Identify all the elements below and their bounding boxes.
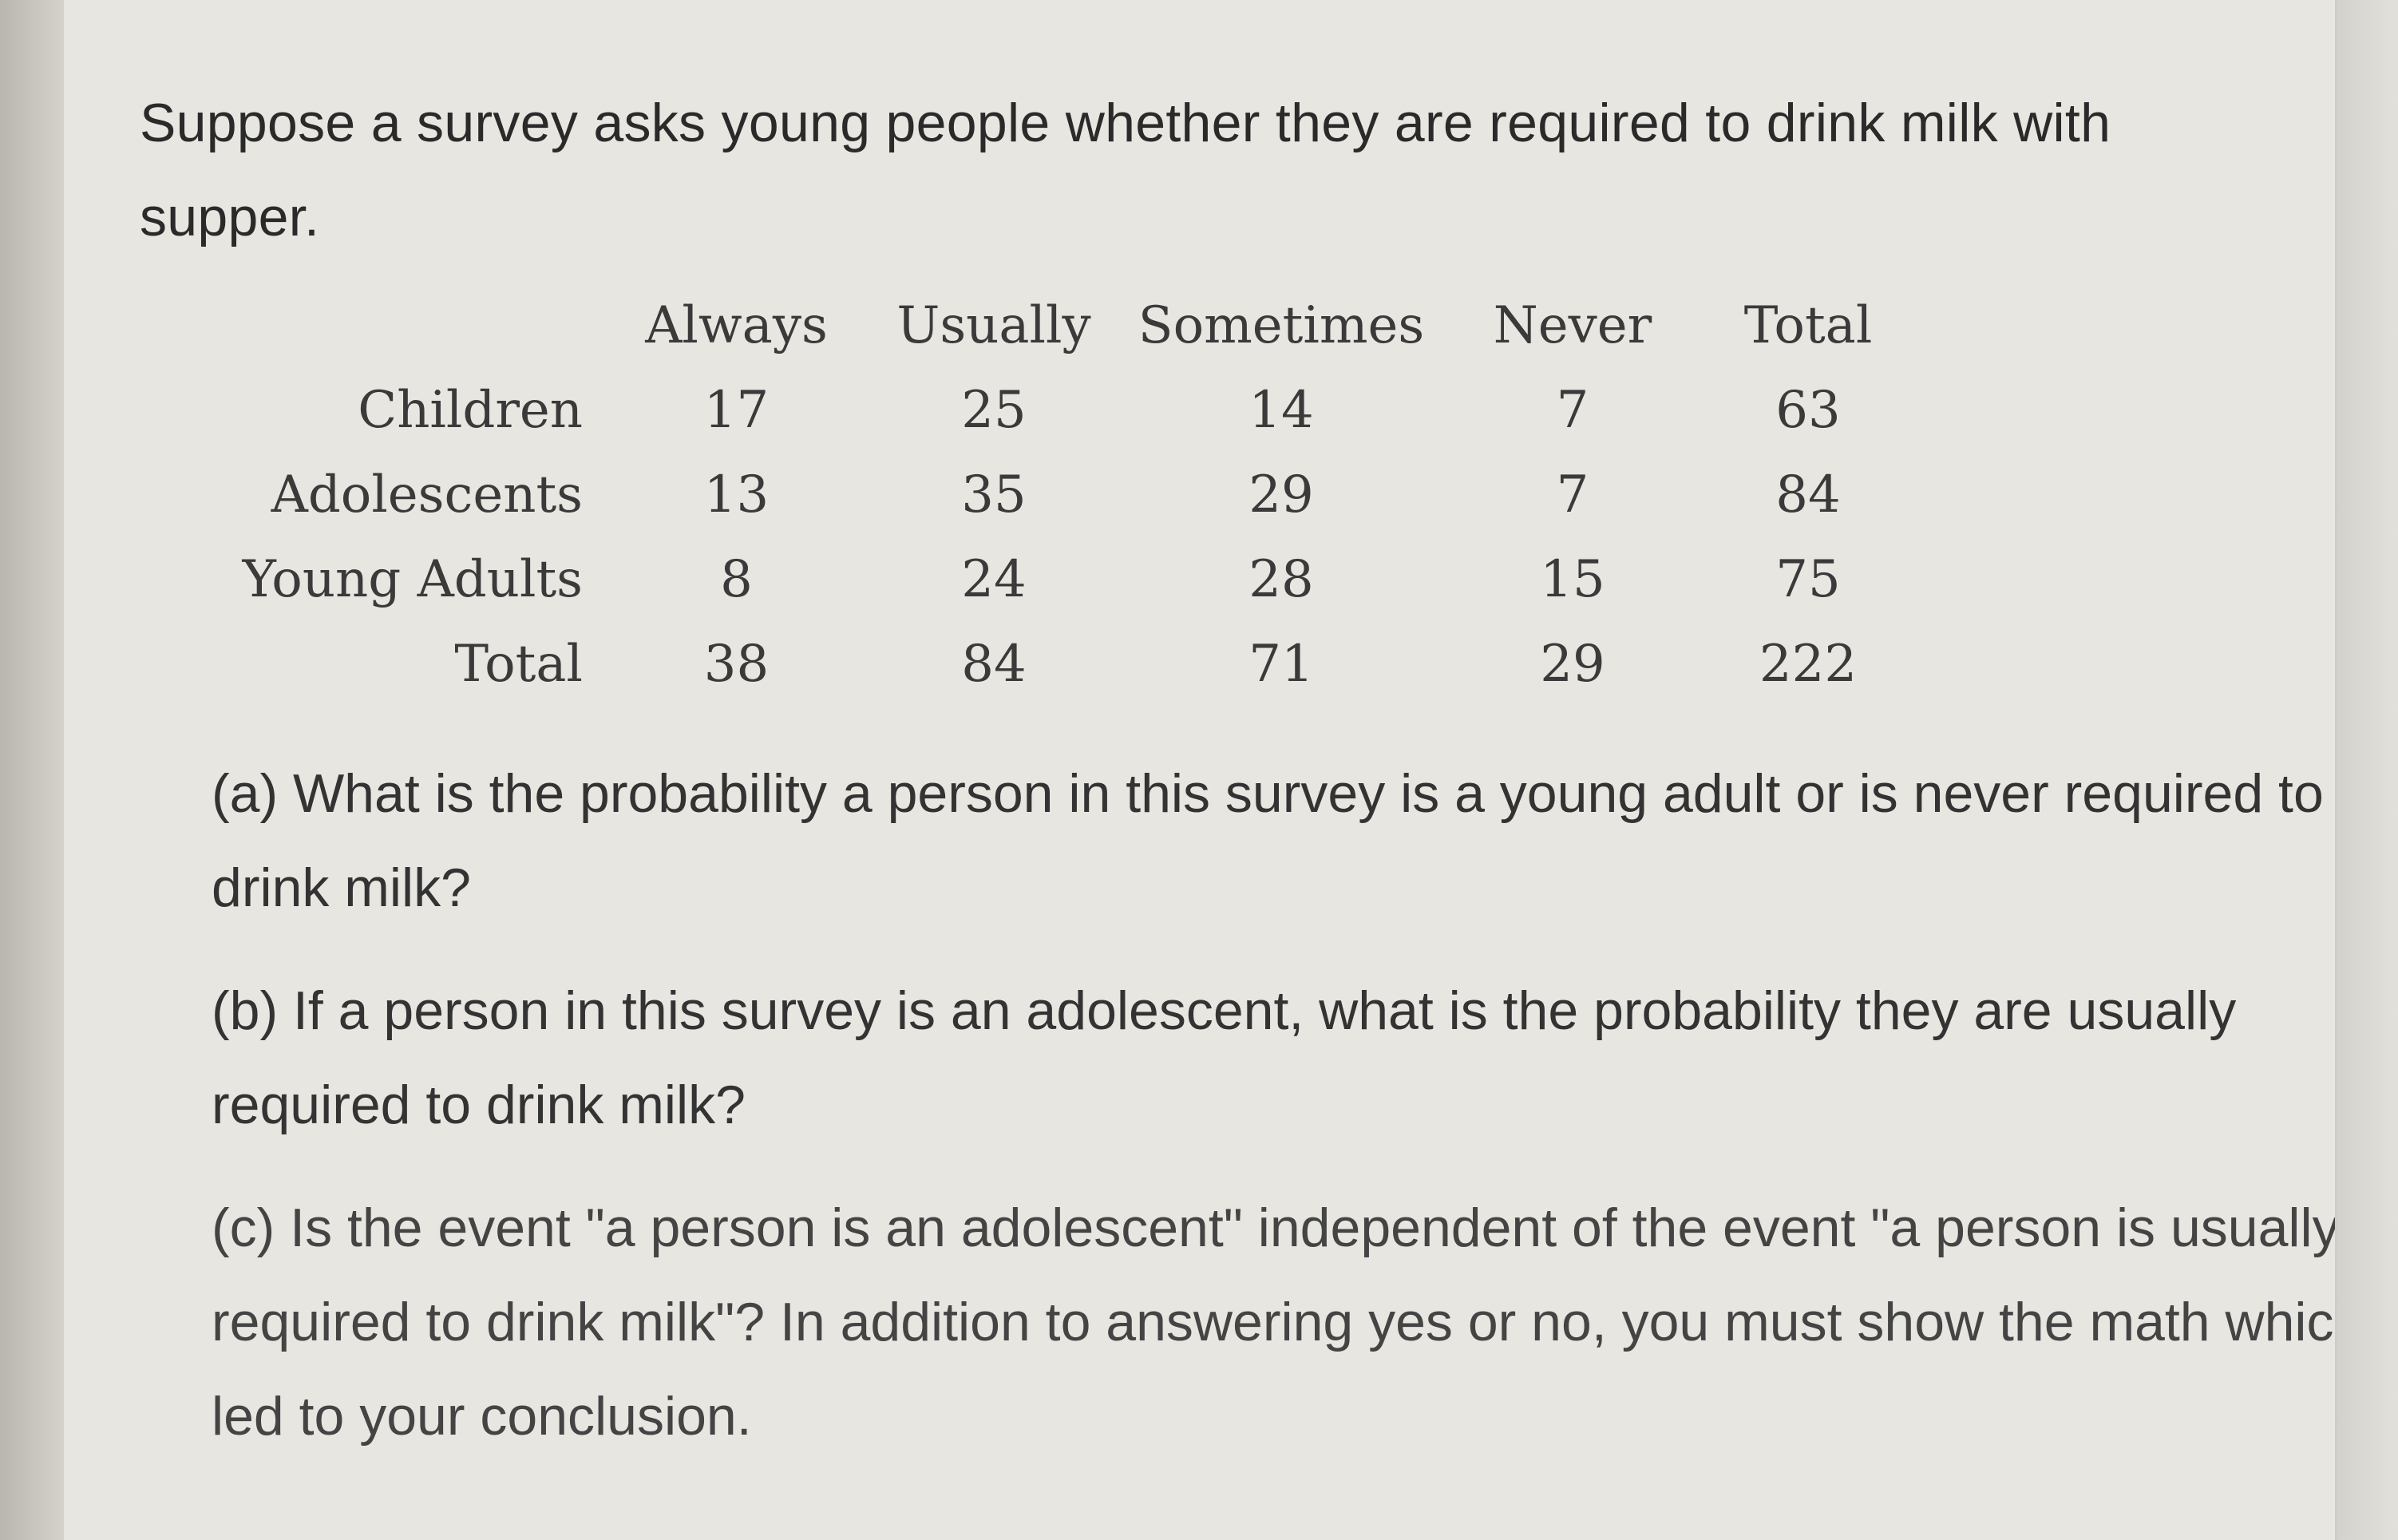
table-cell: 71 — [1248, 635, 1314, 694]
table-cell: 8 — [720, 550, 753, 609]
left-edge — [0, 0, 64, 1540]
table-cell: 29 — [1248, 465, 1314, 525]
table-cell: 222 — [1759, 635, 1858, 694]
table-cell: 38 — [703, 635, 770, 694]
survey-table: Always Usually Sometimes Never Total Chi… — [200, 283, 1908, 707]
column-header-sometimes: Sometimes — [1138, 296, 1425, 355]
column-header-always: Always — [645, 296, 828, 355]
table-cell: 17 — [703, 381, 770, 440]
table-cell: 24 — [961, 550, 1027, 609]
survey-prompt: Suppose a survey asks young people wheth… — [140, 93, 2111, 247]
table-cell: 29 — [1540, 635, 1605, 694]
table-header-row: Always Usually Sometimes Never Total — [200, 283, 1908, 368]
table-cell: 7 — [1556, 381, 1589, 440]
row-label-young-adults: Young Adults — [242, 550, 583, 609]
table-cell: 28 — [1248, 550, 1314, 609]
table-row-young-adults: Young Adults 8 24 28 15 75 — [200, 537, 1908, 622]
questions-list: (a) What is the probability a person in … — [212, 746, 2367, 1492]
table-row-total: Total 38 84 71 29 222 — [200, 622, 1908, 707]
question-c: (c) Is the event "a person is an adolesc… — [212, 1198, 2364, 1447]
table-cell: 13 — [703, 465, 770, 525]
row-label-adolescents: Adolescents — [271, 465, 583, 525]
column-header-total: Total — [1743, 296, 1873, 355]
row-label-total: Total — [454, 635, 583, 694]
table-row-children: Children 17 25 14 7 63 — [200, 368, 1908, 453]
question-a: (a) What is the probability a person in … — [212, 763, 2324, 918]
right-edge-panel — [2335, 0, 2398, 1540]
column-header-usually: Usually — [896, 296, 1091, 355]
table-cell: 63 — [1775, 381, 1841, 440]
table-corner-cell — [200, 283, 611, 368]
column-header-never: Never — [1493, 296, 1652, 355]
table-cell: 75 — [1775, 550, 1841, 609]
table-cell: 7 — [1556, 465, 1589, 525]
table-cell: 35 — [961, 465, 1027, 525]
table-cell: 25 — [961, 381, 1027, 440]
survey-table-container: Always Usually Sometimes Never Total Chi… — [200, 283, 1908, 707]
table-cell: 14 — [1248, 381, 1314, 440]
question-b: (b) If a person in this survey is an ado… — [212, 980, 2237, 1135]
table-cell: 15 — [1540, 550, 1605, 609]
table-cell: 84 — [1775, 465, 1841, 525]
table-cell: 84 — [961, 635, 1027, 694]
row-label-children: Children — [358, 381, 583, 440]
question-card: Suppose a survey asks young people wheth… — [64, 0, 2364, 1540]
table-row-adolescents: Adolescents 13 35 29 7 84 — [200, 453, 1908, 537]
